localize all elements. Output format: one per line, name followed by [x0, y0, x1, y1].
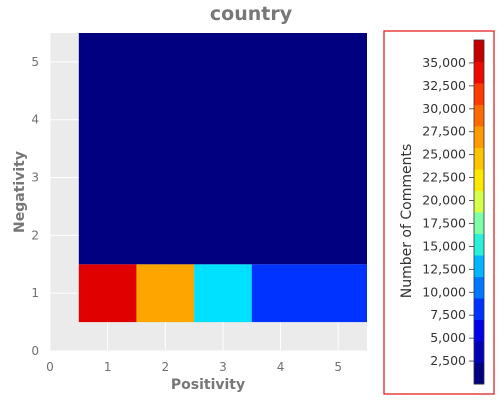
- colorbar-band: [474, 255, 484, 277]
- colorbar-band: [474, 190, 484, 213]
- y-axis-ticks: 0 1 2 3 4 5: [31, 55, 39, 358]
- x-tick-label: 4: [277, 360, 285, 374]
- plot-area: [49, 33, 368, 352]
- colorbar-tick-label: 30,000: [422, 101, 466, 116]
- colorbar-tick-label: 12,500: [422, 261, 466, 276]
- x-axis-label: Positivity: [171, 377, 245, 393]
- chart-title: country: [210, 3, 293, 25]
- colorbar-band: [474, 169, 484, 191]
- x-tick-label: 0: [46, 360, 54, 374]
- x-tick-label: 3: [219, 360, 227, 374]
- colorbar-band: [474, 319, 484, 342]
- colorbar-band: [474, 362, 484, 385]
- colorbar-band: [474, 341, 484, 363]
- colorbar-band: [474, 233, 484, 256]
- colorbar-tick-label: 27,500: [422, 124, 466, 139]
- colorbar-ticks: 2,500 5,000 7,500 10,000 12,500 15,000 17,500 2…: [422, 55, 474, 368]
- colorbar-band: [474, 212, 484, 234]
- colorbar-frame: [473, 39, 485, 385]
- colorbar-band: [474, 61, 484, 84]
- y-tick-label: 2: [31, 228, 39, 242]
- colorbar-band: [474, 83, 484, 105]
- colorbar-tick-label: 25,000: [422, 147, 466, 162]
- colorbar-band: [474, 126, 484, 148]
- heatmap-cell: [136, 264, 195, 323]
- y-tick-label: 0: [31, 344, 39, 358]
- y-tick-label: 4: [31, 113, 39, 127]
- colorbar-panel: 2,500 5,000 7,500 10,000 12,500 15,000 17,500 2…: [383, 30, 495, 395]
- colorbar-band: [474, 147, 484, 170]
- heatmap-cell: [194, 264, 252, 323]
- colorbar-band: [474, 104, 484, 127]
- colorbar-band: [474, 298, 484, 320]
- colorbar-border: [383, 30, 495, 395]
- colorbar-tick-label: 17,500: [422, 215, 466, 230]
- heatmap-cell: [78, 264, 137, 323]
- y-tick-label: 1: [31, 286, 39, 300]
- heatmap-cells: [78, 33, 368, 323]
- colorbar-band: [474, 276, 484, 299]
- colorbar-band: [474, 40, 484, 62]
- colorbar-tick-label: 15,000: [422, 238, 466, 253]
- colorbar-tick-label: 2,500: [430, 353, 466, 368]
- colorbar-tick-label: 5,000: [430, 330, 466, 345]
- colorbar-tick-label: 10,000: [422, 284, 466, 299]
- colorbar-bands: [474, 40, 484, 385]
- colorbar-tick-label: 7,500: [430, 307, 466, 322]
- colorbar-tick-label: 35,000: [422, 55, 466, 70]
- x-axis-ticks: 0 1 2 3 4 5: [46, 360, 342, 374]
- y-tick-label: 5: [31, 55, 39, 69]
- colorbar-tick-label: 20,000: [422, 193, 466, 208]
- heatmap-cell: [251, 264, 367, 323]
- colorbar-tick-label: 22,500: [422, 170, 466, 185]
- heatmap-cell: [78, 33, 368, 265]
- colorbar-tick-label: 32,500: [422, 78, 466, 93]
- x-tick-label: 1: [104, 360, 112, 374]
- x-tick-label: 5: [334, 360, 342, 374]
- colorbar-label: Number of Comments: [399, 144, 415, 299]
- x-tick-label: 2: [161, 360, 169, 374]
- y-axis-label: Negativity: [12, 151, 28, 233]
- y-tick-label: 3: [31, 171, 39, 185]
